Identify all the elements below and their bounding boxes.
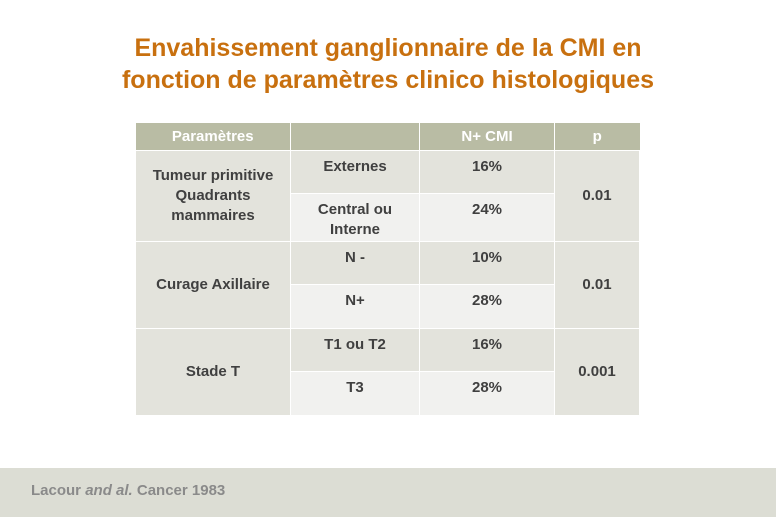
param-curage-axillaire: Curage Axillaire [135, 241, 291, 329]
p-value: 0.001 [554, 328, 640, 416]
p-value: 0.01 [554, 241, 640, 329]
table-row: N+ 28% [136, 284, 640, 329]
title-line-1: Envahissement ganglionnaire de la CMI en [134, 34, 642, 62]
citation-source: Cancer 1983 [136, 482, 226, 499]
value-cell: 28% [419, 284, 555, 329]
title-line-2: fonction de paramètres clinico histologi… [121, 66, 655, 94]
header-sub [290, 123, 420, 151]
sub-n-minus: N - [290, 241, 420, 285]
header-p: p [554, 123, 640, 151]
table-header-row: Paramètres N+ CMI p [135, 123, 640, 151]
footer-bar: Lacour and al. Cancer 1983 [0, 468, 776, 517]
sub-t1-t2: T1 ou T2 [290, 328, 420, 372]
value-cell: 16% [419, 328, 555, 372]
results-table: Paramètres N+ CMI p Tumeur primitive Qua… [135, 123, 640, 416]
p-value: 0.01 [554, 150, 640, 242]
citation: Lacour and al. Cancer 1983 [31, 482, 225, 499]
sub-externes: Externes [290, 150, 420, 194]
table-row: Tumeur primitive Quadrants mammaires Ext… [135, 150, 640, 242]
citation-author: Lacour [31, 482, 82, 499]
table-row: T3 28% [136, 371, 640, 416]
value-cell: 10% [419, 241, 555, 285]
table-row: Central ou Interne 24% [136, 193, 640, 242]
value-cell: 24% [419, 193, 555, 242]
header-parametres: Paramètres [135, 123, 291, 151]
sub-central-interne: Central ou Interne [290, 193, 420, 242]
sub-t3: T3 [290, 371, 420, 416]
param-stade-t: Stade T [135, 328, 291, 416]
sub-n-plus: N+ [290, 284, 420, 329]
value-cell: 16% [419, 150, 555, 194]
table-row: Stade T T1 ou T2 16% 0.001 [135, 328, 640, 416]
param-tumeur-primitive: Tumeur primitive Quadrants mammaires [135, 150, 291, 242]
value-cell: 28% [419, 371, 555, 416]
table-row: Curage Axillaire N - 10% 0.01 [135, 241, 640, 329]
citation-etal: and al. [85, 482, 133, 499]
header-n-cmi: N+ CMI [419, 123, 555, 151]
slide-title: Envahissement ganglionnaire de la CMI en… [0, 32, 776, 96]
